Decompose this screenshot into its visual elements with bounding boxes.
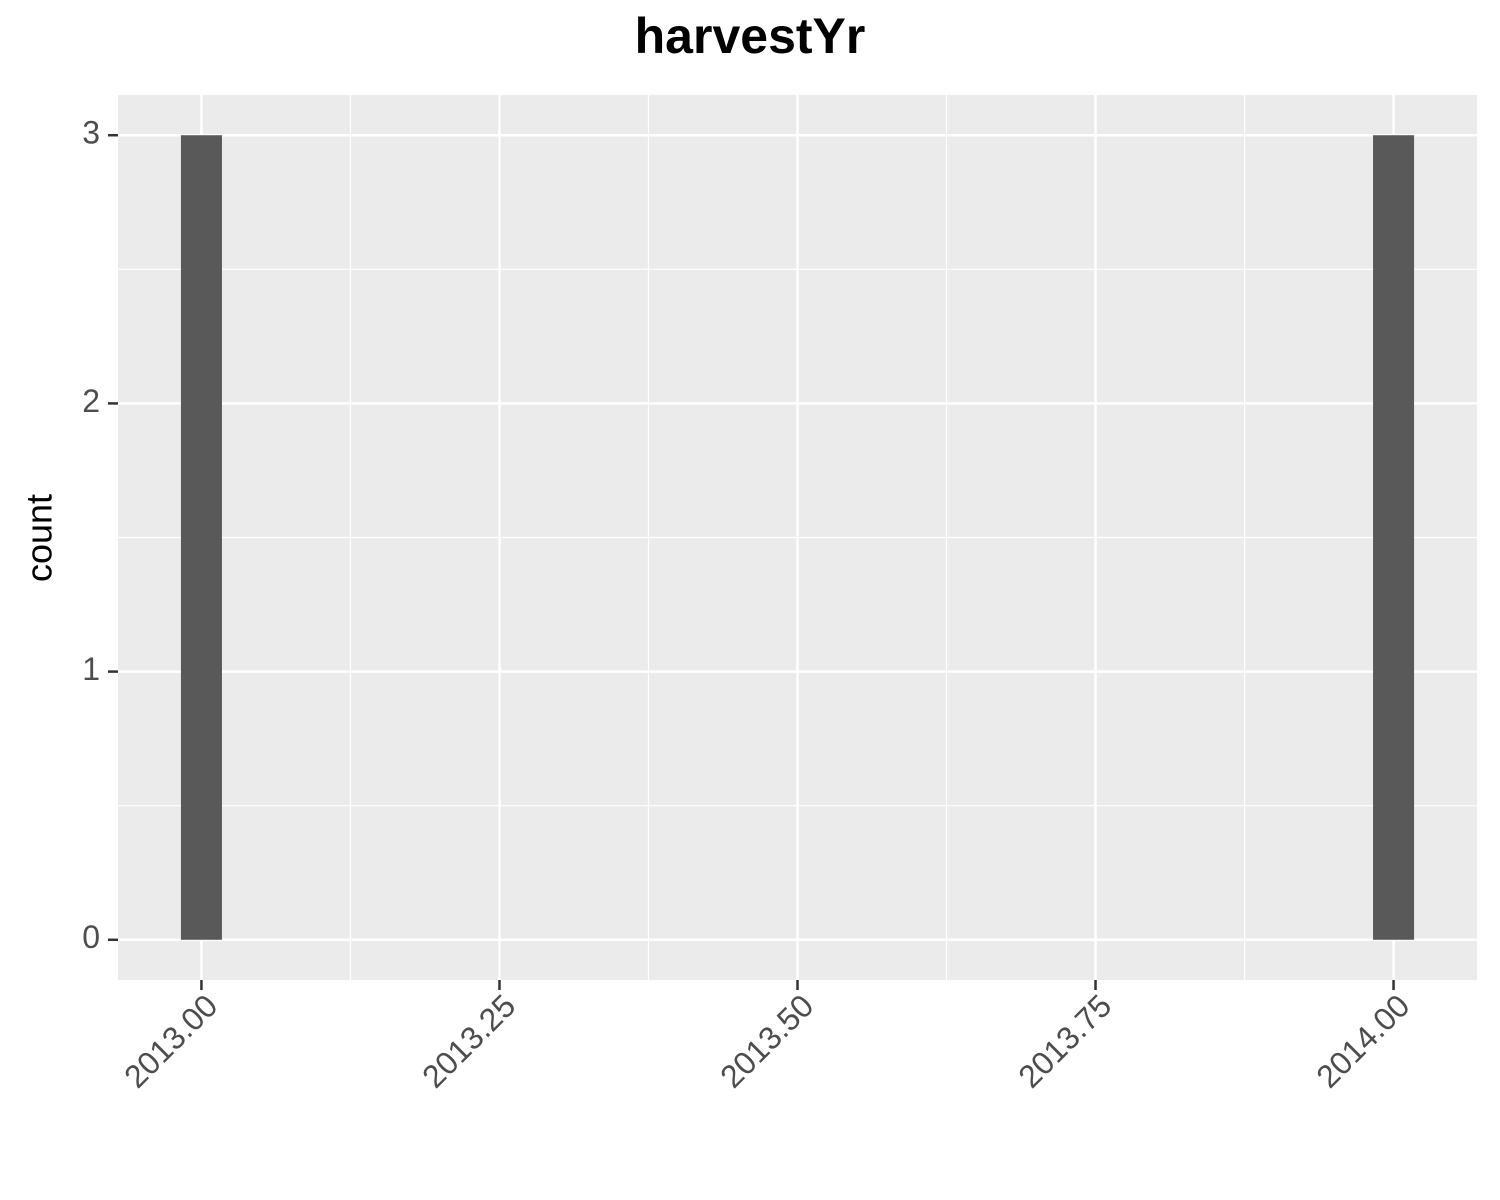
x-tick-label: 2013.50 xyxy=(713,987,820,1094)
x-tick-label: 2014.00 xyxy=(1309,987,1416,1094)
chart-title: harvestYr xyxy=(635,8,866,64)
y-axis-title: count xyxy=(19,494,60,582)
y-tick-label: 2 xyxy=(82,383,100,419)
x-tick-label: 2013.00 xyxy=(117,987,224,1094)
bar xyxy=(180,135,222,940)
x-tick-label: 2013.75 xyxy=(1011,987,1118,1094)
bar xyxy=(1373,135,1415,940)
x-tick-label: 2013.25 xyxy=(415,987,522,1094)
y-tick-label: 0 xyxy=(82,919,100,955)
y-tick-label: 1 xyxy=(82,651,100,687)
y-tick-label: 3 xyxy=(82,115,100,151)
